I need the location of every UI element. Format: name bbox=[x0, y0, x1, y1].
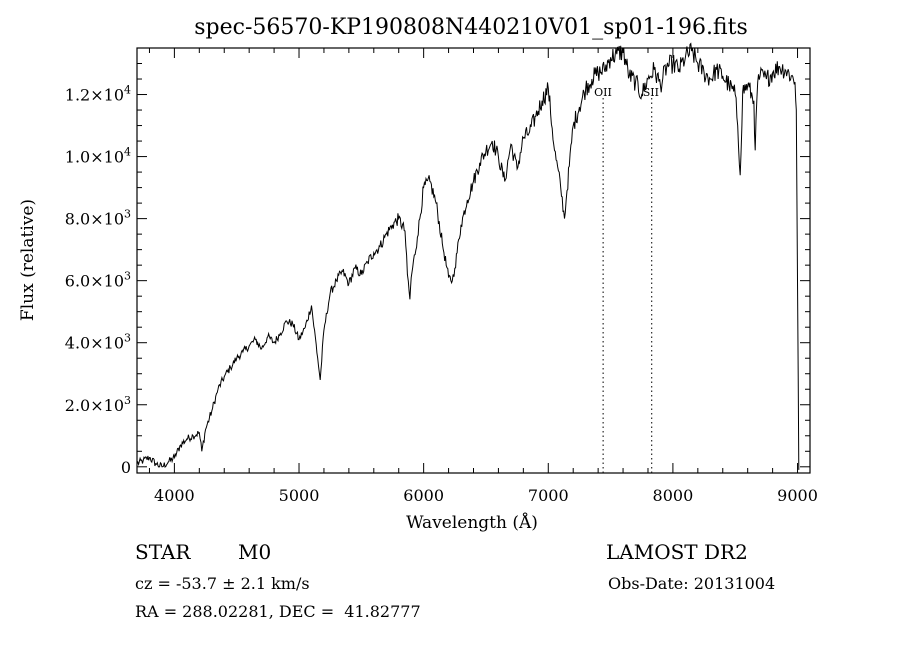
x-tick-label: 6000 bbox=[403, 486, 444, 505]
coordinates: RA = 288.02281, DEC = 41.82777 bbox=[135, 602, 421, 621]
y-tick-label: 4.0×103 bbox=[65, 332, 131, 353]
chart-title: spec-56570-KP190808N440210V01_sp01-196.f… bbox=[194, 15, 748, 40]
y-tick-label: 2.0×103 bbox=[65, 394, 131, 415]
object-class: STAR bbox=[135, 540, 191, 564]
spectrum-line bbox=[136, 42, 800, 470]
x-tick-label: 7000 bbox=[528, 486, 569, 505]
y-axis: 0 2.0×103 4.0×103 6.0×103 8.0×103 1.0×104 1.2×… bbox=[65, 63, 810, 477]
x-tick-label: 9000 bbox=[777, 486, 818, 505]
y-tick-label: 1.2×104 bbox=[65, 84, 131, 105]
y-tick-label: 8.0×103 bbox=[65, 208, 131, 229]
y-tick-label: 1.0×104 bbox=[65, 146, 131, 167]
marker-label: OII bbox=[594, 86, 612, 99]
survey-name: LAMOST DR2 bbox=[606, 540, 748, 564]
y-tick-label: 6.0×103 bbox=[65, 270, 131, 291]
redshift-velocity: cz = -53.7 ± 2.1 km/s bbox=[135, 574, 310, 593]
observation-date: Obs-Date: 20131004 bbox=[608, 574, 776, 593]
subclass: M0 bbox=[238, 540, 272, 564]
line-markers: OII SII bbox=[594, 86, 659, 473]
plot-frame bbox=[136, 47, 811, 474]
x-axis: 4000 5000 6000 7000 8000 9000 bbox=[148, 48, 818, 505]
x-tick-label: 8000 bbox=[653, 486, 694, 505]
x-tick-label: 5000 bbox=[279, 486, 320, 505]
x-axis-label: Wavelength (Å) bbox=[406, 512, 538, 533]
y-tick-label: 0 bbox=[121, 458, 131, 477]
marker-label: SII bbox=[643, 86, 659, 99]
x-tick-label: 4000 bbox=[154, 486, 195, 505]
y-axis-label: Flux (relative) bbox=[18, 199, 38, 321]
